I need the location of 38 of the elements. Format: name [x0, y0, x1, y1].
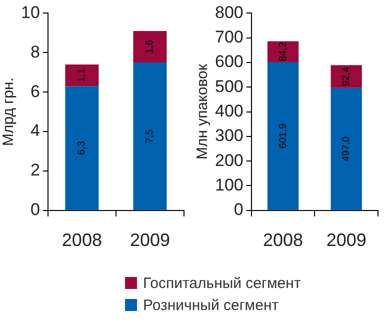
x-tick-label: 2009: [326, 230, 366, 250]
data-label: 601,9: [278, 123, 289, 148]
y-axis-title: Млн упаковок: [194, 64, 212, 160]
x-tick-label: 2009: [130, 230, 170, 250]
data-label: 1,1: [76, 68, 88, 82]
bar: [133, 30, 167, 62]
data-label: 92,4: [341, 66, 352, 86]
data-label: 1,6: [144, 39, 156, 54]
y-tick-label: 4: [30, 121, 40, 140]
bar: [65, 86, 99, 210]
y-tick-label: 600: [214, 52, 244, 72]
bar: [267, 62, 299, 210]
y-tick-label: 400: [214, 101, 244, 120]
data-label: 7,5: [144, 128, 156, 144]
x-tick-label: 2008: [62, 230, 102, 250]
y-axis-title: Млрд грн.: [0, 78, 18, 146]
bar: [330, 88, 362, 210]
y-tick-label: 500: [214, 76, 244, 96]
y-tick-label: 6: [30, 82, 40, 101]
y-tick-label: 100: [214, 175, 244, 194]
data-label: 84,2: [278, 41, 289, 62]
data-label: 497,0: [341, 136, 352, 162]
y-tick-label: 800: [214, 2, 244, 22]
data-label: 6,3: [76, 140, 88, 155]
bar: [330, 65, 362, 88]
y-tick-label: 700: [214, 28, 244, 47]
y-tick-label: 2: [30, 160, 40, 180]
y-tick-label: 0: [30, 200, 40, 220]
legend-label: Госпитальный сегмент: [143, 274, 301, 292]
y-tick-label: 0: [234, 200, 244, 220]
y-tick-label: 10: [20, 2, 40, 22]
bar: [133, 62, 167, 210]
y-tick-label: 300: [214, 126, 244, 146]
y-tick-label: 8: [30, 42, 40, 62]
bar: [65, 64, 99, 86]
legend-label: Розничный сегмент: [143, 296, 279, 314]
y-tick-label: 200: [214, 150, 244, 170]
x-tick-label: 2008: [263, 230, 304, 250]
